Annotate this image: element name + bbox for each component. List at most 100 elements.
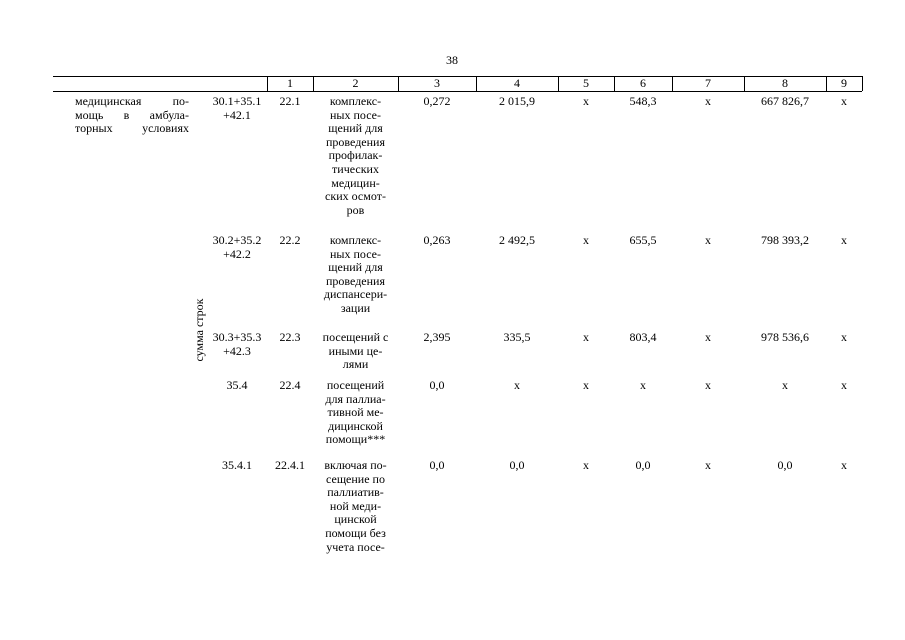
header-top-line <box>53 76 862 77</box>
cell-text: диспансери- <box>323 287 388 302</box>
header-divider <box>614 76 615 91</box>
cell-text: тивной ме- <box>327 405 384 420</box>
cell-text: ных посе- <box>330 107 381 122</box>
cell-text: 0,272 <box>423 94 451 108</box>
column-number: 8 <box>782 76 788 90</box>
cell-text: 22.1 <box>279 94 301 108</box>
row-code: 30.3+35.3 <box>212 330 262 344</box>
cell-text: 0,0 <box>429 378 445 392</box>
cell-text: 655,5 <box>629 233 657 247</box>
header-divider <box>744 76 745 91</box>
section-label: торных условиях <box>75 121 189 136</box>
cell-text: 548,3 <box>629 94 657 108</box>
cell-text: тических <box>332 162 379 176</box>
cell-text: проведения <box>326 273 385 288</box>
column-number: 6 <box>640 76 646 90</box>
column-number: 4 <box>514 76 520 90</box>
cell-text: дицинской <box>328 418 383 433</box>
cell-text: посещений с <box>322 330 389 344</box>
cell-text: х <box>583 94 589 108</box>
header-divider <box>398 76 399 91</box>
column-number: 7 <box>705 76 711 90</box>
column-number: 1 <box>287 76 293 90</box>
cell-text: помощи*** <box>325 432 386 447</box>
cell-text: 22.3 <box>279 330 301 344</box>
cell-text: х <box>841 233 847 247</box>
cell-text: 0,0 <box>509 458 525 472</box>
cell-text: х <box>583 458 589 472</box>
row-code: 30.1+35.1 <box>212 94 262 108</box>
cell-text: профилак- <box>328 148 383 163</box>
cell-text: цинской <box>334 512 377 527</box>
header-bottom-line <box>53 91 862 92</box>
cell-text: комплекс- <box>329 94 382 108</box>
cell-text: сещение по <box>326 471 385 486</box>
cell-text: х <box>841 330 847 344</box>
cell-text: включая по- <box>324 458 387 472</box>
cell-text: х <box>583 233 589 247</box>
cell-text: 2 015,9 <box>499 94 535 108</box>
cell-text: 22.4.1 <box>275 458 305 472</box>
cell-text: х <box>841 458 847 472</box>
cell-text: х <box>705 94 711 108</box>
header-divider <box>313 76 314 91</box>
cell-text: 978 536,6 <box>761 330 809 344</box>
cell-text: 803,4 <box>629 330 657 344</box>
cell-text: 2,395 <box>423 330 451 344</box>
cell-text: медицин- <box>331 175 380 190</box>
cell-text: х <box>705 233 711 247</box>
cell-text: х <box>841 94 847 108</box>
cell-text: щений для <box>328 260 383 275</box>
header-divider <box>672 76 673 91</box>
header-divider <box>558 76 559 91</box>
cell-text: 335,5 <box>503 330 531 344</box>
cell-text: 798 393,2 <box>761 233 809 247</box>
cell-text: паллиатив- <box>327 485 384 500</box>
section-label: медицинская по- <box>75 94 189 108</box>
side-label: сумма строк <box>192 298 207 362</box>
cell-text: учета посе- <box>326 539 385 554</box>
cell-text: помощи без <box>325 526 386 540</box>
cell-text: х <box>705 458 711 472</box>
cell-text: 22.4 <box>279 378 301 392</box>
cell-text: х <box>782 378 788 392</box>
column-number: 3 <box>434 76 440 90</box>
header-divider <box>826 76 827 91</box>
cell-text: ров <box>346 202 365 217</box>
cell-text: 0,0 <box>777 458 793 472</box>
cell-text: ских осмот- <box>325 189 386 204</box>
cell-text: ной меди- <box>329 498 382 513</box>
column-number: 5 <box>583 76 589 90</box>
header-divider <box>476 76 477 91</box>
cell-text: 0,0 <box>429 458 445 472</box>
cell-text: ных посе- <box>330 246 381 261</box>
cell-text: щений для <box>328 121 383 136</box>
cell-text: комплекс- <box>329 233 382 247</box>
section-label: мощь в амбула- <box>75 107 189 122</box>
cell-text: 667 826,7 <box>761 94 809 108</box>
cell-text: посещений <box>326 378 385 392</box>
cell-text: иными це- <box>328 343 383 358</box>
row-code: +42.3 <box>223 343 251 358</box>
row-code: +42.2 <box>223 246 251 261</box>
cell-text: 0,0 <box>635 458 651 472</box>
row-code: +42.1 <box>223 107 251 122</box>
cell-text: 2 492,5 <box>499 233 535 247</box>
cell-text: для паллиа- <box>325 391 386 406</box>
cell-text: х <box>841 378 847 392</box>
cell-text: х <box>640 378 646 392</box>
row-code: 35.4 <box>226 378 248 392</box>
cell-text: х <box>583 378 589 392</box>
cell-text: 22.2 <box>279 233 301 247</box>
column-number: 9 <box>841 76 847 90</box>
column-number: 2 <box>352 76 359 90</box>
row-code: 30.2+35.2 <box>212 233 262 247</box>
header-divider <box>862 76 863 91</box>
cell-text: зации <box>340 301 371 315</box>
cell-text: 0,263 <box>423 233 451 247</box>
cell-text: х <box>705 330 711 344</box>
row-code: 35.4.1 <box>222 458 252 472</box>
header-divider <box>267 76 268 91</box>
cell-text: х <box>514 378 520 392</box>
